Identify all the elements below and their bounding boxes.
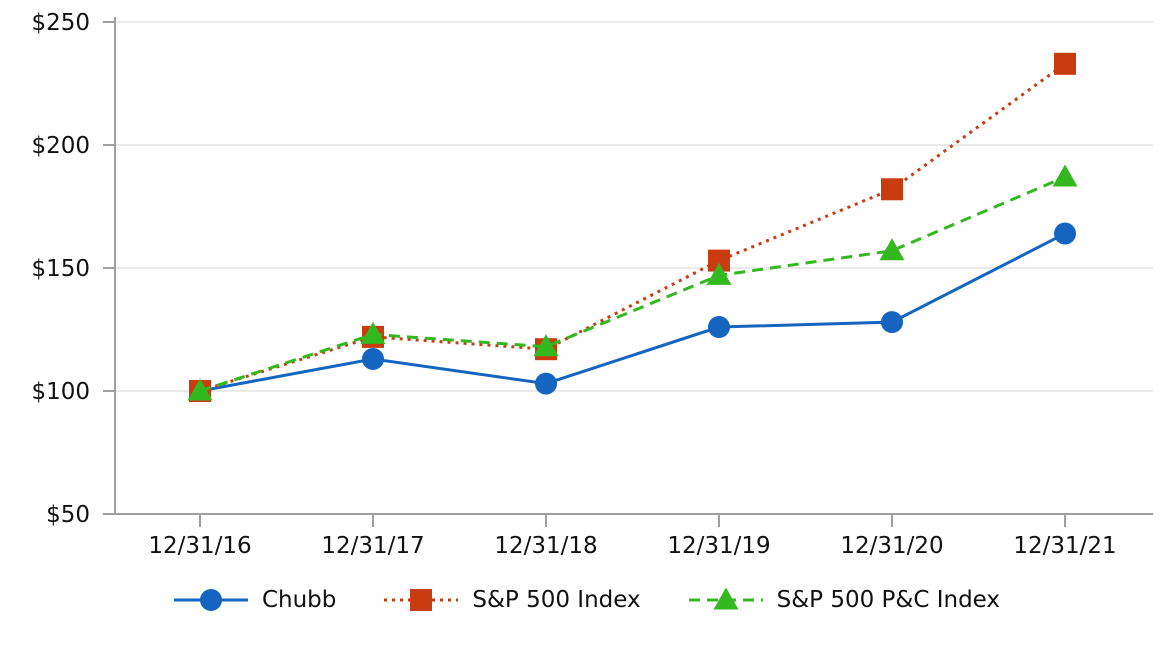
- triangle-marker-icon: [1052, 164, 1078, 187]
- legend-item-sp500-pc: S&P 500 P&C Index: [687, 586, 1000, 614]
- square-marker-icon: [708, 249, 730, 272]
- triangle-marker-icon: [187, 378, 213, 401]
- y-axis: $50 $100 $150 $200 $250: [31, 10, 116, 528]
- legend-label-sp500-pc: S&P 500 P&C Index: [776, 587, 1001, 613]
- x-tick-label: 12/31/17: [321, 533, 424, 559]
- square-marker-icon: [410, 589, 433, 611]
- y-tick-label: $150: [31, 256, 90, 282]
- triangle-marker-icon: [713, 587, 739, 610]
- sp500-line-marker-icon: [384, 589, 459, 611]
- legend-item-chubb: Chubb: [172, 586, 336, 614]
- circle-marker-icon: [881, 311, 903, 334]
- legend-label-sp500: S&P 500 Index: [472, 587, 641, 613]
- triangle-marker-icon: [706, 262, 732, 285]
- x-tick-label: 12/31/19: [667, 533, 770, 559]
- chart-legend: Chubb S&P 500 Index S&P 500 P&C Index: [0, 586, 1172, 614]
- circle-marker-icon: [362, 348, 384, 371]
- sp500-pc-line-marker-icon: [688, 587, 763, 610]
- x-tick-label: 12/31/16: [148, 533, 251, 559]
- square-marker-icon: [1054, 52, 1076, 75]
- series-2: [187, 164, 1078, 401]
- circle-marker-icon: [1054, 222, 1076, 245]
- triangle-marker-icon: [533, 334, 559, 357]
- x-axis: 12/31/16 12/31/17 12/31/18 12/31/19 12/31/20…: [115, 513, 1153, 559]
- square-marker-icon: [881, 178, 903, 201]
- legend-item-sp500: S&P 500 Index: [382, 586, 641, 614]
- gridlines: [115, 21, 1153, 392]
- x-tick-label: 12/31/20: [840, 533, 943, 559]
- y-tick-label: $50: [46, 502, 90, 528]
- circle-marker-icon: [708, 316, 730, 339]
- y-tick-label: $200: [31, 133, 90, 159]
- circle-marker-icon: [535, 372, 557, 395]
- triangle-marker-icon: [879, 238, 905, 261]
- legend-label-chubb: Chubb: [261, 587, 337, 613]
- triangle-marker-icon: [360, 321, 386, 344]
- y-tick-label: $100: [31, 379, 90, 405]
- circle-marker-icon: [199, 589, 222, 611]
- x-tick-label: 12/31/18: [494, 533, 597, 559]
- y-tick-label: $250: [31, 10, 90, 36]
- x-tick-label: 12/31/21: [1013, 533, 1116, 559]
- chubb-line-marker-icon: [173, 589, 248, 611]
- series-0: [189, 222, 1076, 402]
